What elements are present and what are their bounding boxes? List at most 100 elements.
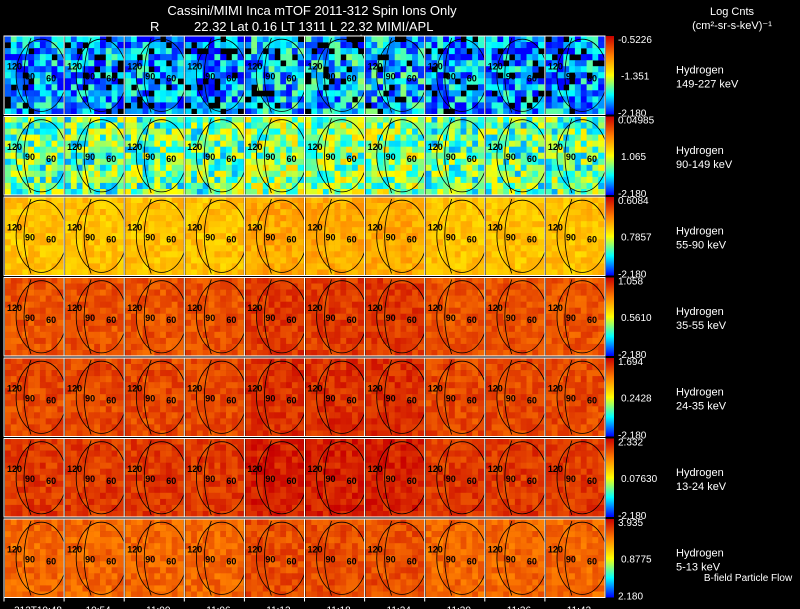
count-pixel [592,48,599,55]
count-pixel [220,331,227,339]
count-pixel [51,277,58,284]
count-pixel [125,331,132,339]
count-pixel [563,269,570,276]
count-pixel [478,116,485,123]
count-pixel [191,245,198,252]
count-pixel [400,295,407,302]
count-pixel [291,96,299,103]
count-pixel [100,221,107,228]
count-pixel [196,96,204,103]
count-pixel [245,116,252,123]
count-pixel [586,116,593,123]
count-pixel [10,295,17,302]
count-pixel [545,182,553,190]
count-pixel [251,209,258,216]
count-pixel [268,203,275,210]
count-pixel [532,227,539,234]
count-pixel [388,251,395,258]
count-pixel [136,36,143,43]
pitch-angle-label: 60 [287,234,297,244]
count-pixel [177,331,184,339]
count-pixel [117,295,124,302]
count-pixel [185,325,192,333]
count-pixel [165,263,173,270]
count-pixel [551,108,558,115]
count-pixel [574,233,582,240]
count-pixel [160,227,167,234]
count-pixel [274,128,281,135]
count-pixel [340,203,347,210]
count-pixel [5,319,12,327]
count-pixel [394,221,401,228]
count-pixel [39,48,47,55]
count-pixel [574,197,582,204]
count-pixel [105,158,112,166]
count-pixel [257,325,264,333]
pitch-angle-label: 60 [226,315,236,325]
count-pixel [45,209,52,216]
count-pixel [165,90,173,97]
count-pixel [136,307,143,315]
count-pixel [268,263,275,270]
count-pixel [454,203,461,210]
count-pixel [171,215,178,222]
count-pixel [365,170,372,178]
count-pixel [136,343,143,351]
count-pixel [231,227,238,234]
count-pixel [237,319,244,327]
count-pixel [357,140,364,148]
count-pixel [231,295,238,302]
count-pixel [39,337,47,345]
count-pixel [65,108,72,115]
count-pixel [400,263,407,270]
count-pixel [406,170,413,178]
count-pixel [262,289,269,296]
count-pixel [171,66,178,73]
count-pixel [226,182,233,190]
count-pixel [70,221,78,228]
count-pixel [334,54,341,61]
count-pixel [503,257,510,264]
pitch-angle-label: 90 [145,152,155,162]
count-pixel [65,96,72,103]
count-pixel [412,78,419,85]
count-pixel [466,263,473,270]
count-pixel [454,289,461,296]
count-pixel [165,215,173,222]
count-pixel [346,42,353,49]
pitch-angle-label: 120 [368,142,383,152]
count-pixel [569,263,576,270]
count-pixel [136,233,143,240]
count-pixel [526,221,533,228]
count-pixel [322,140,330,148]
count-pixel [45,245,52,252]
count-pixel [371,72,378,79]
count-pixel [185,90,192,97]
count-pixel [388,122,395,129]
count-pixel [352,319,359,327]
count-pixel [257,140,264,148]
count-pixel [448,72,456,79]
pitch-angle-label: 120 [127,303,142,313]
count-pixel [598,66,605,73]
count-pixel [196,257,204,264]
count-pixel [220,72,227,79]
count-pixel [245,209,252,216]
count-pixel [417,233,425,240]
count-pixel [220,257,227,264]
count-pixel [417,263,425,270]
pitch-angle-label: 60 [587,73,597,83]
count-pixel [437,176,444,184]
count-pixel [171,108,178,115]
count-pixel [105,325,112,333]
count-pixel [100,283,107,290]
count-pixel [57,60,64,67]
count-pixel [45,122,52,129]
count-pixel [70,350,78,357]
count-pixel [88,164,95,172]
contour-line [23,37,32,113]
count-pixel [100,263,107,270]
count-pixel [532,90,539,97]
count-pixel [34,164,41,172]
count-pixel [454,257,461,264]
